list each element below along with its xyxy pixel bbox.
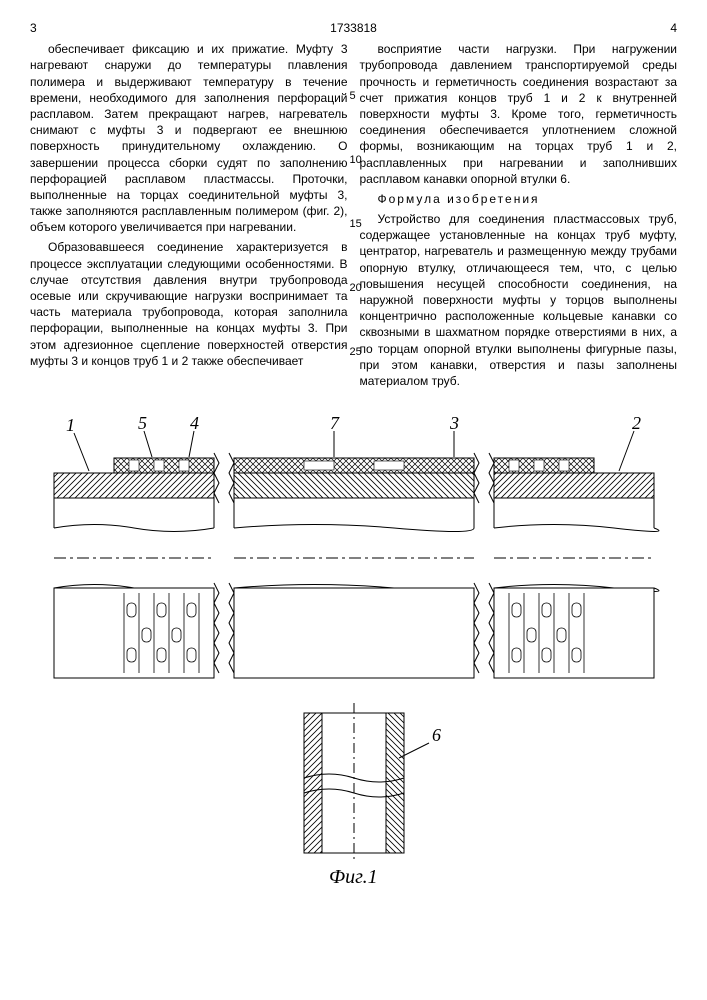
line-num-25: 25 — [350, 345, 362, 360]
line-num-10: 10 — [350, 153, 362, 168]
line-num-5: 5 — [350, 89, 356, 104]
left-para-1: обеспечивает фиксацию и их прижатие. Муф… — [30, 41, 348, 235]
formula-title: Формула изобретения — [360, 191, 678, 207]
page-number-right: 4 — [670, 20, 677, 36]
bottom-section — [54, 583, 659, 678]
right-para-1: восприятие части нагрузки. При нагружени… — [360, 41, 678, 187]
callout-6: 6 — [432, 725, 441, 745]
line-num-15: 15 — [350, 217, 362, 232]
top-section — [54, 453, 659, 532]
header-row: 3 1733818 4 — [30, 20, 677, 36]
figure-1: 1 5 4 7 3 2 6 Фиг.1 — [30, 413, 677, 893]
text-columns: обеспечивает фиксацию и их прижатие. Муф… — [30, 41, 677, 393]
right-column: 5 10 15 20 25 восприятие части нагрузки.… — [360, 41, 678, 393]
patent-number: 1733818 — [37, 20, 671, 36]
callout-7: 7 — [330, 413, 340, 433]
right-para-2: Устройство для соединения пластмассовых … — [360, 211, 678, 389]
formula-title-text: Формула изобретения — [378, 192, 540, 206]
page-number-left: 3 — [30, 20, 37, 36]
callout-5: 5 — [138, 413, 147, 433]
figure-label: Фиг.1 — [329, 866, 378, 888]
line-num-20: 20 — [350, 281, 362, 296]
figure-svg: 1 5 4 7 3 2 6 Фиг.1 — [34, 413, 674, 893]
callout-2: 2 — [632, 413, 641, 433]
bushing-detail — [304, 703, 404, 863]
left-column: обеспечивает фиксацию и их прижатие. Муф… — [30, 41, 348, 393]
callout-4: 4 — [190, 413, 199, 433]
callout-1: 1 — [66, 415, 75, 435]
left-para-2: Образовавшееся соединение характеризуетс… — [30, 239, 348, 369]
callout-3: 3 — [449, 413, 459, 433]
